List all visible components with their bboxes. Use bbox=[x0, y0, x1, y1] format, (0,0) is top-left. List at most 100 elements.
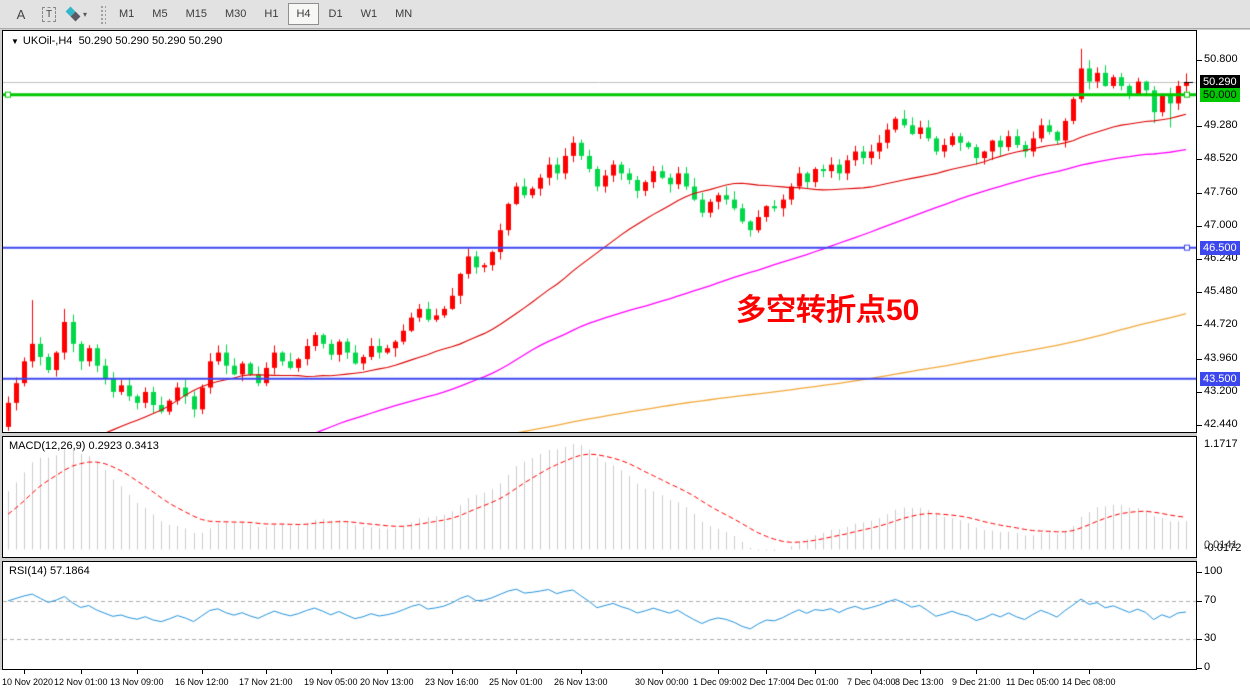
price-tick-mark bbox=[1197, 259, 1202, 261]
time-tick-label: 2 Dec 17:00 bbox=[742, 677, 791, 687]
timeframe-bar: M1 M5 M15 M30 H1 H4 D1 W1 MN bbox=[110, 3, 421, 25]
current-price-badge: 50.290 bbox=[1200, 75, 1240, 89]
price-tick-label: 42.440 bbox=[1204, 418, 1238, 431]
time-tick-mark bbox=[452, 670, 453, 674]
time-tick-mark bbox=[766, 670, 767, 674]
time-tick-label: 9 Dec 21:00 bbox=[952, 677, 1001, 687]
price-tick-label: 47.760 bbox=[1204, 185, 1238, 198]
time-tick-label: 8 Dec 13:00 bbox=[895, 677, 944, 687]
price-tick-mark bbox=[1197, 59, 1202, 61]
time-axis[interactable]: 10 Nov 2020 12 Nov 01:00 13 Nov 09:00 16 No… bbox=[0, 670, 1250, 698]
time-tick-label: 12 Nov 01:00 bbox=[54, 677, 108, 687]
symbol-dropdown-icon[interactable]: ▼ bbox=[11, 37, 19, 46]
time-tick-mark bbox=[871, 670, 872, 674]
price-tick-mark bbox=[1197, 159, 1202, 161]
time-tick-label: 19 Nov 05:00 bbox=[304, 677, 358, 687]
price-tick-label: 43.960 bbox=[1204, 351, 1238, 364]
toolbar-separator-handle[interactable] bbox=[99, 4, 106, 24]
time-tick-mark bbox=[581, 670, 582, 674]
chart-title: ▼ UKOil-,H4 50.290 50.290 50.290 50.290 bbox=[11, 35, 222, 47]
time-tick-label: 20 Nov 13:00 bbox=[360, 677, 414, 687]
timeframe-button-H1[interactable]: H1 bbox=[264, 8, 279, 20]
rsi-canvas[interactable] bbox=[3, 562, 1196, 669]
macd-canvas[interactable] bbox=[3, 437, 1196, 557]
timeframe-button-H4[interactable]: H4 bbox=[288, 3, 319, 25]
timeframe-button-M5[interactable]: M5 bbox=[152, 8, 168, 20]
time-tick-mark bbox=[1033, 670, 1034, 674]
time-tick-mark bbox=[815, 670, 816, 674]
price-tick-mark bbox=[1197, 325, 1202, 327]
macd-panel: MACD(12,26,9) 0.2923 0.3413 bbox=[2, 436, 1197, 558]
timeframe-button-M15[interactable]: M15 bbox=[185, 8, 207, 20]
time-tick-label: 23 Nov 16:00 bbox=[425, 677, 479, 687]
rsi-tick-mark bbox=[1197, 572, 1202, 573]
chart-annotation-text[interactable]: 多空转折点50 bbox=[736, 294, 920, 327]
timeframe-button-D1[interactable]: D1 bbox=[328, 8, 343, 20]
time-tick-label: 25 Nov 01:00 bbox=[489, 677, 543, 687]
time-tick-label: 7 Dec 04:00 bbox=[847, 677, 896, 687]
time-tick-label: 11 Dec 05:00 bbox=[1006, 677, 1059, 687]
time-tick-label: 26 Nov 13:00 bbox=[554, 677, 608, 687]
chevron-down-icon: ▾ bbox=[82, 9, 87, 19]
price-tick-mark bbox=[1197, 292, 1202, 294]
time-tick-mark bbox=[202, 670, 203, 674]
rsi-panel: RSI(14) 57.1864 bbox=[2, 561, 1197, 670]
time-tick-label: 4 Dec 01:00 bbox=[790, 677, 839, 687]
price-level-badge: 50.000 bbox=[1200, 87, 1240, 102]
price-tick-label: 50.800 bbox=[1204, 52, 1238, 65]
rsi-scale-label: 100 bbox=[1204, 565, 1223, 577]
price-chart-canvas[interactable] bbox=[3, 31, 1196, 432]
macd-scale-overlap-label: 0.0141 bbox=[1204, 539, 1238, 551]
time-tick-mark bbox=[662, 670, 663, 674]
price-tick-mark bbox=[1197, 358, 1202, 360]
time-tick-mark bbox=[920, 670, 921, 674]
timeframe-button-MN[interactable]: MN bbox=[395, 8, 413, 20]
time-tick-mark bbox=[1089, 670, 1090, 674]
timeframe-button-W1[interactable]: W1 bbox=[360, 8, 378, 20]
rsi-label: RSI(14) 57.1864 bbox=[9, 565, 90, 577]
time-tick-label: 1 Dec 09:00 bbox=[693, 677, 742, 687]
text-box-tool-button[interactable]: T bbox=[36, 2, 62, 26]
price-tick-mark bbox=[1197, 126, 1202, 128]
price-tick-label: 45.480 bbox=[1204, 285, 1238, 298]
price-tick-label: 49.280 bbox=[1204, 119, 1238, 132]
time-tick-label: 17 Nov 21:00 bbox=[239, 677, 293, 687]
price-tick-label: 46.240 bbox=[1204, 252, 1238, 265]
time-tick-label: 13 Nov 09:00 bbox=[110, 677, 164, 687]
price-level-badge: 43.500 bbox=[1200, 371, 1240, 386]
time-tick-mark bbox=[718, 670, 719, 674]
symbol-label: UKOil-,H4 bbox=[22, 35, 73, 47]
timeframe-button-M30[interactable]: M30 bbox=[224, 8, 247, 20]
time-tick-label: 14 Dec 08:00 bbox=[1062, 677, 1116, 687]
time-tick-mark bbox=[976, 670, 977, 674]
time-tick-mark bbox=[516, 670, 517, 674]
arrows-tool-button[interactable]: ▾ bbox=[64, 2, 90, 26]
timeframe-button-M1[interactable]: M1 bbox=[119, 8, 135, 20]
price-tick-label: 43.200 bbox=[1204, 384, 1238, 397]
time-tick-mark bbox=[81, 670, 82, 674]
time-tick-mark bbox=[266, 670, 267, 674]
price-tick-mark bbox=[1197, 425, 1202, 427]
time-tick-mark bbox=[387, 670, 388, 674]
text-label-tool-button[interactable]: A bbox=[16, 6, 26, 22]
price-tick-label: 44.720 bbox=[1204, 318, 1238, 331]
price-tick-mark bbox=[1197, 192, 1202, 194]
text-box-icon: T bbox=[41, 6, 57, 22]
toolbar: A T ▾ M1 M5 M15 M30 H1 H4 D1 W1 MN bbox=[0, 0, 1250, 29]
time-tick-mark bbox=[137, 670, 138, 674]
rsi-scale-label: 30 bbox=[1204, 632, 1217, 645]
price-level-badge: 46.500 bbox=[1200, 240, 1240, 255]
arrows-icon bbox=[65, 6, 81, 21]
ohlc-values: 50.290 50.290 50.290 50.290 bbox=[78, 35, 223, 47]
price-tick-label: 48.520 bbox=[1204, 152, 1238, 165]
macd-scale-bottom-label: -0.0172 bbox=[1204, 542, 1242, 554]
time-tick-mark bbox=[331, 670, 332, 674]
rsi-tick-mark bbox=[1197, 639, 1202, 641]
price-tick-mark bbox=[1197, 391, 1202, 393]
rsi-scale-label: 0 bbox=[1204, 661, 1211, 673]
price-axis[interactable]: 50.800 49.280 48.520 47.760 47.000 46.240 45.4… bbox=[1197, 30, 1250, 673]
price-tick-mark bbox=[1197, 225, 1202, 227]
rsi-scale-label: 70 bbox=[1204, 593, 1217, 606]
macd-scale-top-label: 1.1717 bbox=[1204, 438, 1238, 450]
